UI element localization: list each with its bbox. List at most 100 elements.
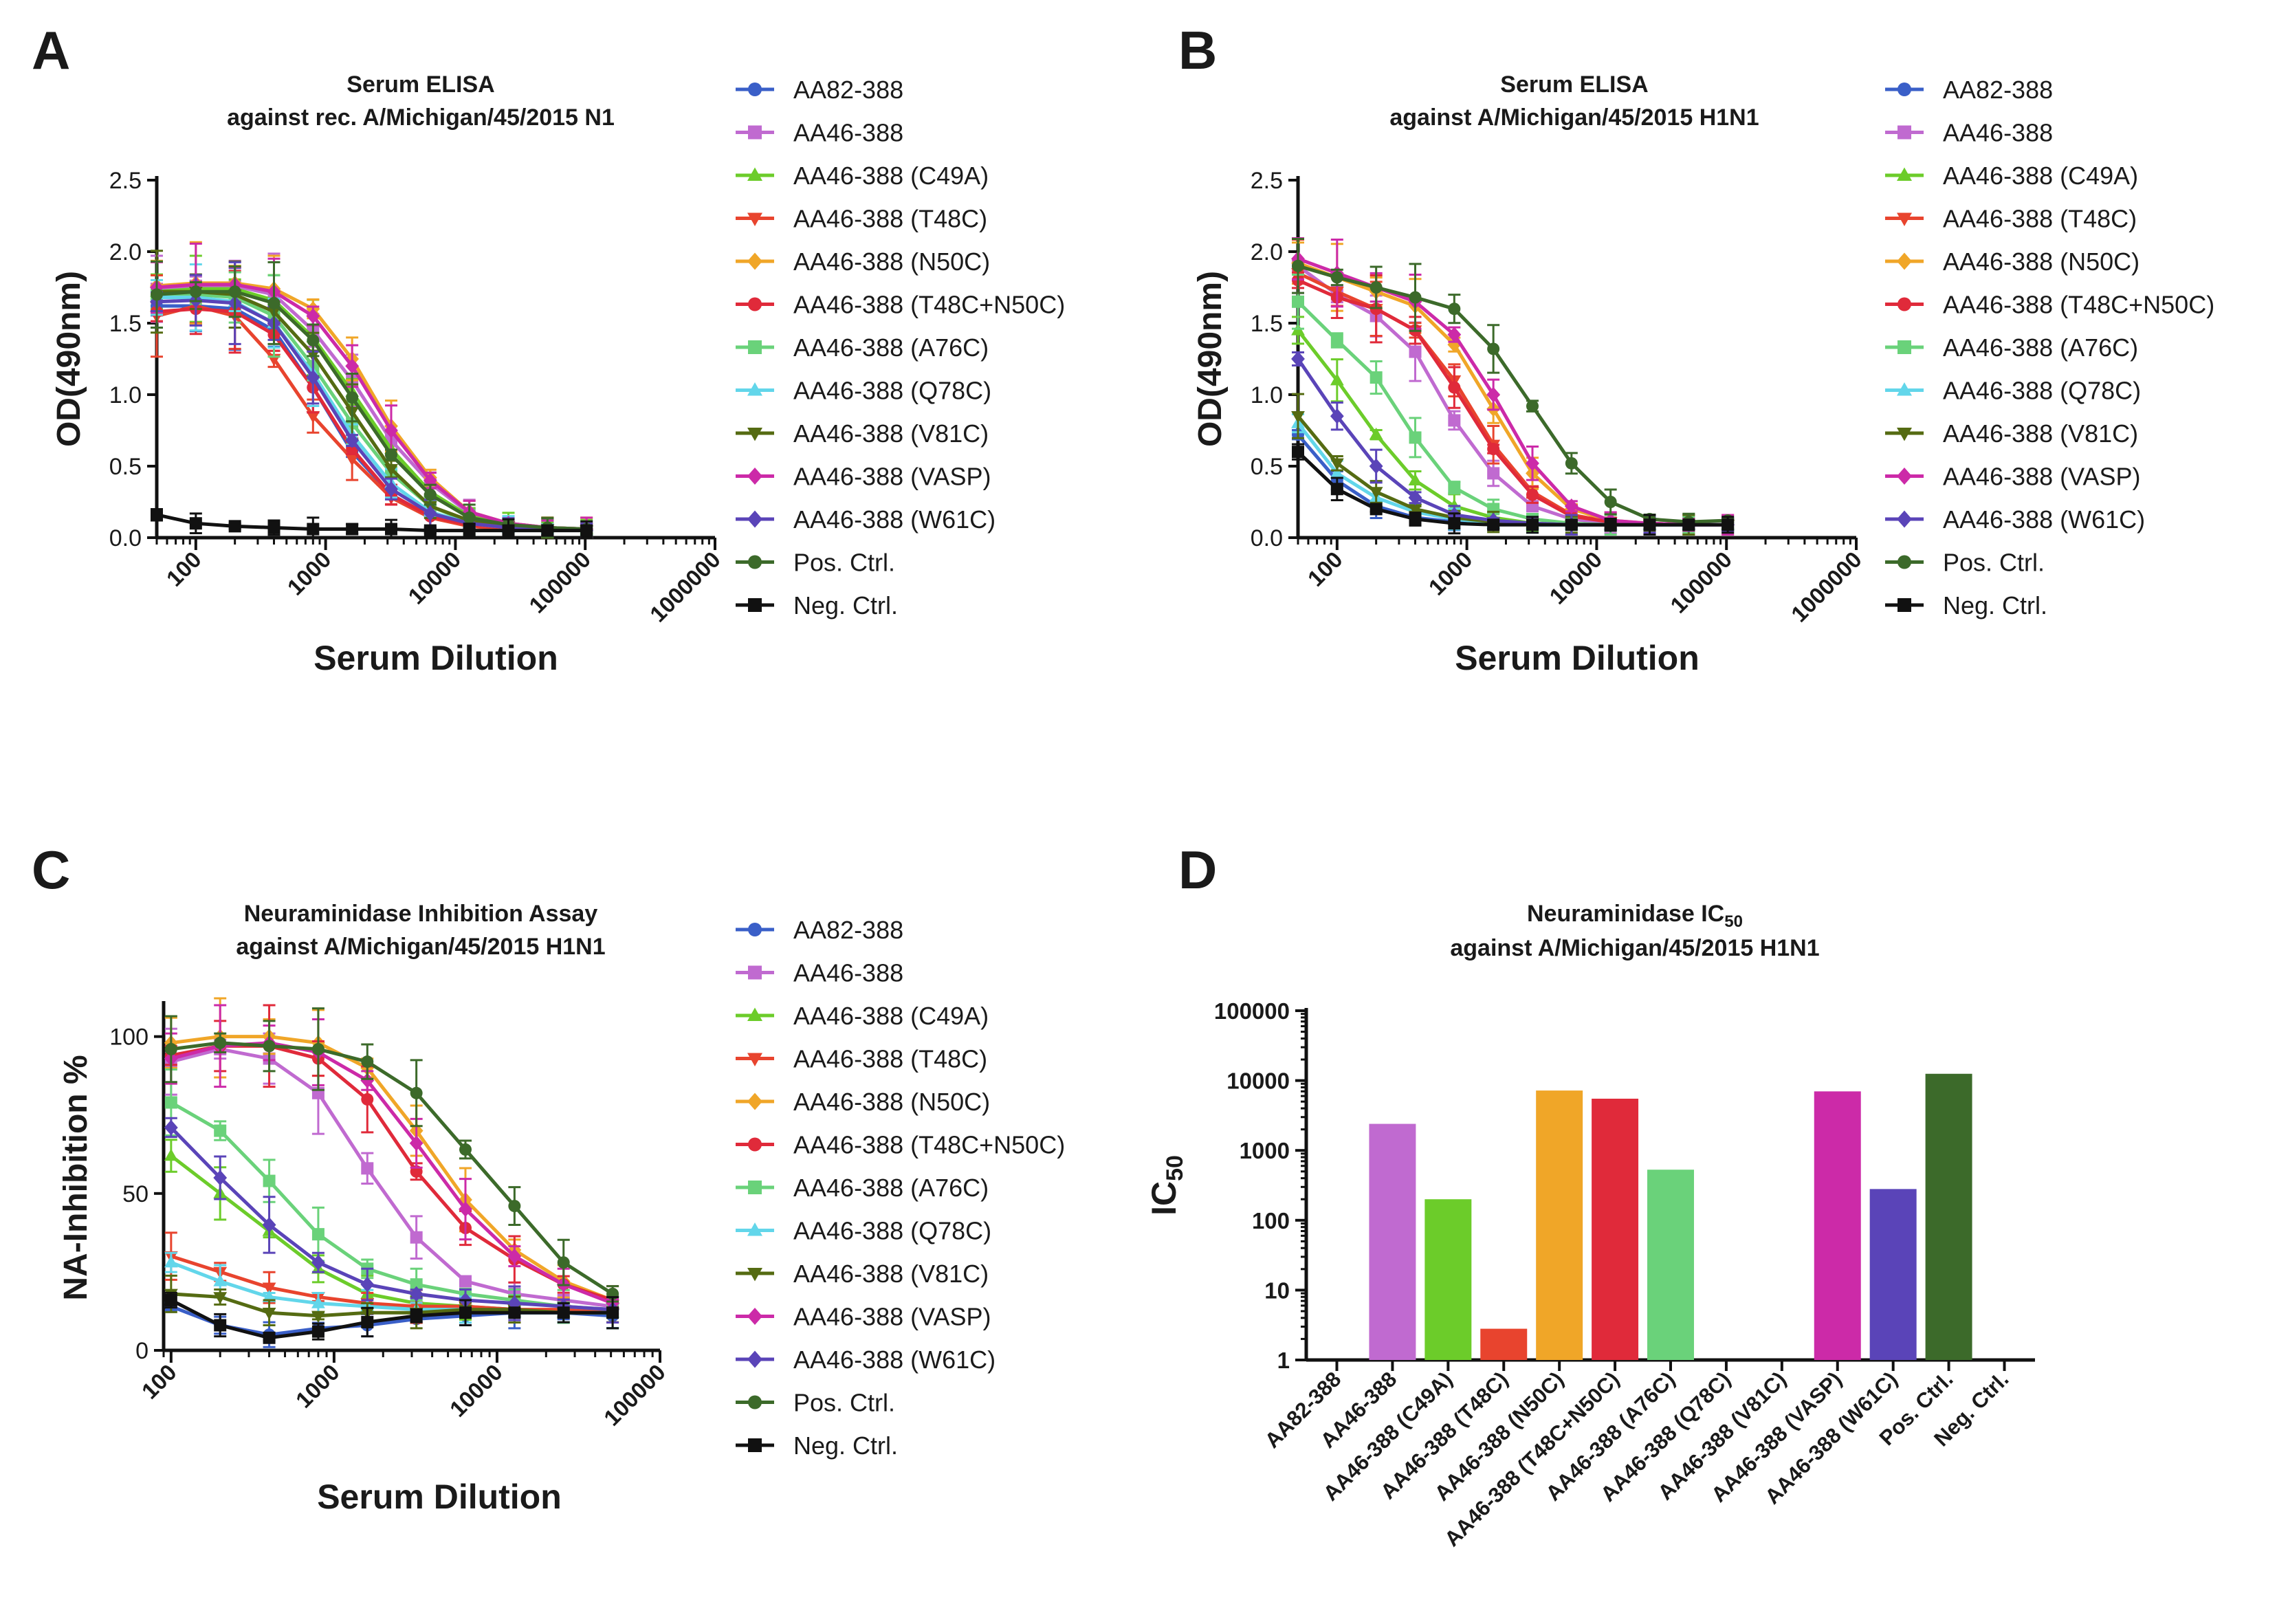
y-tick-label: 1.0 [1251,382,1283,408]
series-line [1297,271,1728,527]
data-point [606,1306,619,1319]
legend-marker [747,1222,762,1236]
data-point [1369,487,1383,499]
bar-AA46-388 (VASP) [1814,1091,1861,1360]
legend-label: AA46-388 (VASP) [793,463,991,491]
data-point [1487,342,1500,355]
x-tick-label: 100000 [599,1359,670,1431]
legend-label: AA46-388 (T48C) [793,1045,987,1073]
series-line [170,1035,613,1302]
data-point [1292,446,1304,459]
legend-marker [1897,468,1912,485]
y-axis-label: OD(490nm) [1192,271,1229,447]
data-point [463,524,476,537]
legend-marker [747,1308,762,1325]
series-line [156,298,587,533]
y-tick-label: 2.5 [1251,168,1283,194]
data-point [213,1274,228,1286]
legend-label: AA46-388 (Q78C) [1943,377,2141,405]
data-point [557,1256,570,1269]
data-point [361,1055,374,1068]
y-tick-label: 1 [1277,1348,1290,1373]
x-tick-label: 1000000 [645,547,725,627]
data-point [459,1201,472,1217]
bar-AA46-388 (N50C) [1536,1090,1583,1360]
data-point [360,1276,375,1293]
data-point [307,333,320,347]
y-tick-label: 100 [109,1024,148,1051]
series-Neg. Ctrl. [151,507,593,539]
panel-title: Neuraminidase IC50 [1527,901,1743,931]
data-point [508,1200,521,1213]
data-point [1565,518,1578,531]
data-point [361,1093,374,1106]
legend-label: AA46-388 (V81C) [793,419,989,448]
legend-marker [748,1137,762,1152]
legend-label: AA46-388 (A76C) [793,333,989,362]
panel-letter: C [32,840,70,900]
x-axis-label: Serum Dilution [317,1478,562,1516]
legend-marker [1898,297,1911,311]
y-tick-label: 0.5 [109,454,142,480]
legend-label: AA46-388 (N50C) [793,1088,990,1116]
data-point [1330,483,1343,496]
data-point [384,463,398,476]
panel-title: against A/Michigan/45/2015 H1N1 [1389,105,1759,131]
legend-marker [1897,212,1912,226]
data-point [384,523,397,536]
series-line [1297,257,1728,527]
data-point [410,1086,423,1099]
series-line [170,1044,613,1302]
bar-AA46-388 (T48C) [1480,1328,1528,1360]
y-axis-label-sub: 50 [1162,1155,1188,1181]
series-line [156,284,587,531]
x-tick-label: 100000 [524,547,595,618]
data-point [164,1096,177,1109]
panel-title: Neuraminidase Inhibition Assay [244,901,598,927]
series-Neg. Ctrl. [164,1291,619,1344]
data-point [1448,381,1461,394]
data-point [1487,467,1500,480]
data-point [1291,351,1305,367]
data-point [557,1306,570,1319]
data-point [311,1254,325,1271]
series-line [170,1298,613,1340]
data-point [1448,517,1461,530]
legend-label: AA46-388 (C49A) [793,1002,989,1030]
data-point [541,524,554,537]
legend-label: AA82-388 [1943,76,2053,104]
data-point [1487,443,1500,456]
data-point [1409,512,1422,525]
legend-marker [748,83,762,96]
legend-label: AA82-388 [793,916,903,944]
data-point [1408,490,1422,506]
x-tick-label: 10000 [1544,547,1607,609]
data-point [361,1162,374,1175]
data-point [311,1310,325,1324]
data-point [306,411,320,424]
legend-marker [747,1093,762,1110]
data-point [459,1275,472,1288]
y-tick-label: 0.0 [109,525,142,551]
x-tick-label: 10000 [403,547,465,609]
data-point [1409,431,1422,444]
y-tick-label: 1.5 [109,311,142,337]
legend-label: AA46-388 (Q78C) [793,1217,991,1245]
panel-title-main: Neuraminidase IC [1527,901,1724,927]
x-axis-label: Serum Dilution [314,639,558,677]
legend-label: AA46-388 (T48C) [1943,205,2137,233]
legend-marker [1898,340,1911,354]
data-point [502,524,515,537]
legend-label: AA46-388 (C49A) [1943,162,2138,190]
legend-marker [1897,382,1912,396]
data-point [1447,327,1462,342]
data-point [311,1296,325,1308]
legend-marker [1897,428,1912,441]
panel-title: against rec. A/Michigan/45/2015 N1 [227,105,615,131]
legend-marker [748,297,762,311]
x-tick-label: 10000 [445,1359,507,1422]
legend-marker [1898,555,1911,569]
series-line [157,296,587,533]
legend-marker [747,1268,762,1282]
data-point [1486,386,1501,403]
